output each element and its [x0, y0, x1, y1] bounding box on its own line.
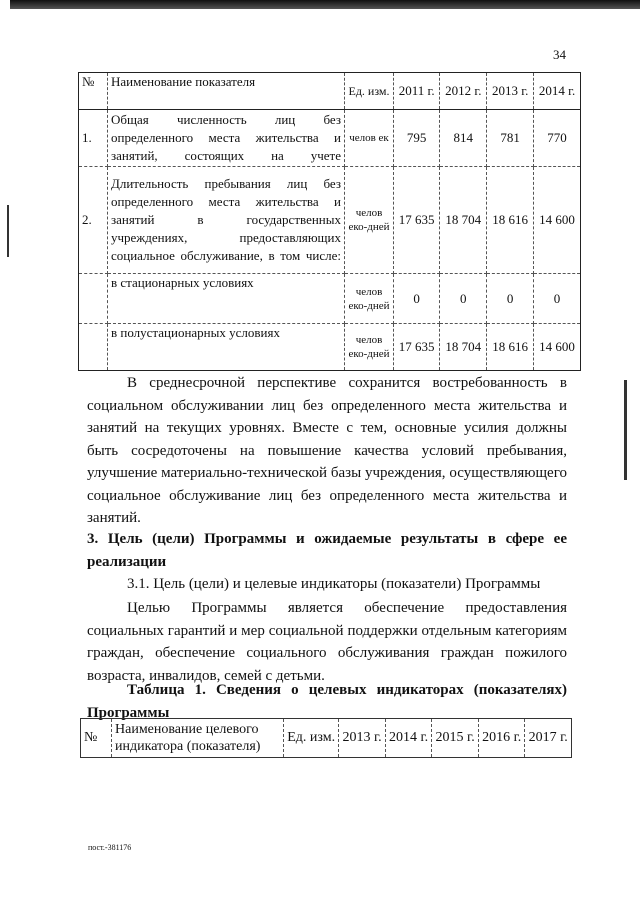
header-cell: Ед. изм.	[282, 718, 340, 758]
value-cell: 18 704	[439, 323, 488, 371]
value-cell: 14 600	[533, 166, 581, 274]
header-cell: 2014 г.	[533, 72, 581, 110]
header-cell: Ед. изм.	[344, 72, 394, 110]
header-cell: 2015 г.	[431, 718, 479, 758]
value-cell: 0	[533, 273, 581, 324]
paragraph-perspective: В среднесрочной перспективе сохранится в…	[87, 375, 567, 526]
header-cell: 2016 г.	[477, 718, 526, 758]
row-name: в стационарных условиях	[107, 273, 345, 324]
row-number: 2.	[78, 166, 108, 274]
scan-mark-right	[624, 380, 627, 480]
header-cell: 2013 г.	[486, 72, 535, 110]
header-cell: 2012 г.	[439, 72, 488, 110]
row-unit: челов еко-дней	[344, 273, 394, 324]
target-indicators-table: № Наименование целевого индикатора (пока…	[80, 718, 572, 758]
header-cell: №	[78, 72, 108, 110]
paragraph-goal: Целью Программы является обеспечение пре…	[87, 600, 567, 684]
value-cell: 0	[392, 273, 441, 324]
scan-border-top	[10, 0, 640, 9]
value-cell: 14 600	[533, 323, 581, 371]
page-number: 34	[553, 47, 566, 62]
scan-mark-left	[7, 205, 9, 257]
value-cell: 17 635	[392, 323, 441, 371]
row-name: Длительность пребывания лиц без определе…	[107, 166, 345, 274]
header-cell: 2011 г.	[392, 72, 441, 110]
row-unit: челов еко-дней	[344, 323, 394, 371]
table-row: 2. Длительность пребывания лиц без опред…	[78, 166, 581, 274]
value-cell: 795	[392, 109, 441, 167]
value-cell: 814	[439, 109, 488, 167]
value-cell: 17 635	[392, 166, 441, 274]
footer-code: пост.-381176	[88, 843, 132, 852]
table-row: 1. Общая численность лиц без определенно…	[78, 109, 581, 167]
subsection-heading: 3.1. Цель (цели) и целевые индикаторы (п…	[127, 576, 541, 592]
value-cell: 18 616	[486, 166, 535, 274]
row-name: в полустационарных условиях	[107, 323, 345, 371]
indicators-table: № Наименование показателя Ед. изм. 2011 …	[78, 72, 581, 371]
value-cell: 18 704	[439, 166, 488, 274]
row-number	[78, 323, 108, 371]
value-cell: 0	[486, 273, 535, 324]
table-row: в полустационарных условиях челов еко-дн…	[78, 323, 581, 371]
value-cell: 770	[533, 109, 581, 167]
header-cell: Наименование показателя	[107, 72, 345, 110]
header-cell: 2017 г.	[524, 718, 572, 758]
value-cell: 18 616	[486, 323, 535, 371]
header-cell: 2014 г.	[384, 718, 433, 758]
table-caption: Таблица 1. Сведения о целевых индикатора…	[87, 682, 567, 721]
table-row: в стационарных условиях челов еко-дней 0…	[78, 273, 581, 324]
row-unit: челов ек	[344, 109, 394, 167]
table-header-row: № Наименование показателя Ед. изм. 2011 …	[78, 72, 581, 110]
table-header-row: № Наименование целевого индикатора (пока…	[80, 718, 572, 758]
row-unit: челов еко-дней	[344, 166, 394, 274]
value-cell: 0	[439, 273, 488, 324]
section-heading: 3. Цель (цели) Программы и ожидаемые рез…	[87, 531, 567, 570]
header-cell: 2013 г.	[338, 718, 386, 758]
header-cell: Наименование целевого индикатора (показа…	[111, 718, 284, 758]
row-number	[78, 273, 108, 324]
header-cell: №	[80, 718, 112, 758]
value-cell: 781	[486, 109, 535, 167]
row-name: Общая численность лиц без определенного …	[107, 109, 345, 167]
row-number: 1.	[78, 109, 108, 167]
